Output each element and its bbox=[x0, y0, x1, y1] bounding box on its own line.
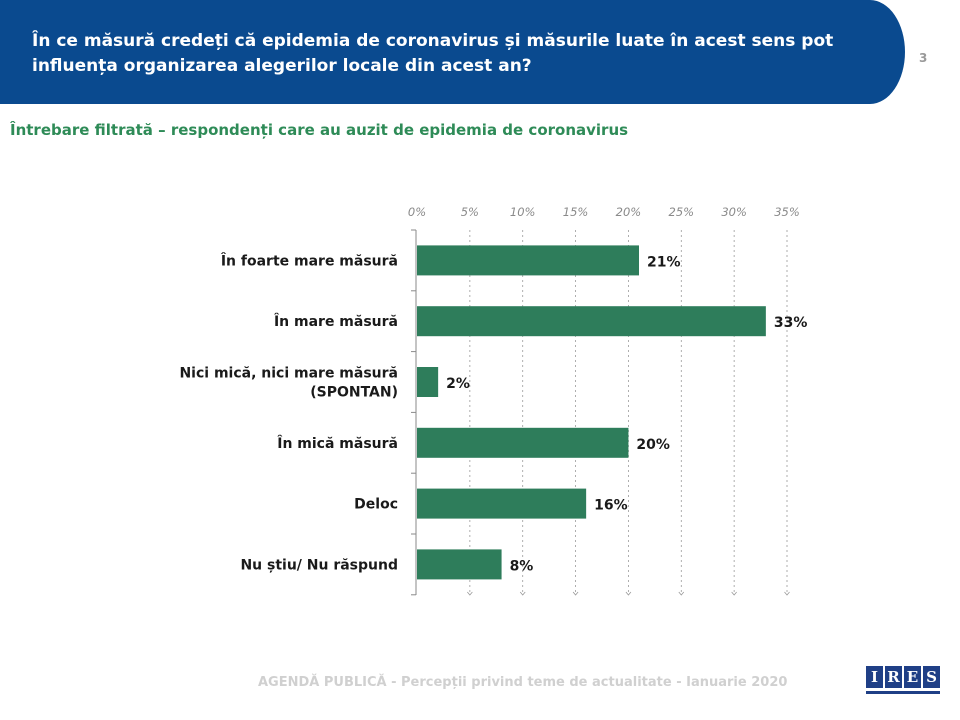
x-tick-label: 30% bbox=[721, 205, 747, 219]
category-label: (SPONTAN) bbox=[310, 385, 398, 401]
category-label: În mică măsură bbox=[277, 435, 398, 452]
logo-letter: E bbox=[904, 666, 921, 688]
gridline-arrow bbox=[678, 591, 685, 596]
chart-subtitle: Întrebare filtrată – respondenți care au… bbox=[10, 121, 629, 139]
category-label: Deloc bbox=[354, 497, 398, 513]
category-label: În mare măsură bbox=[274, 313, 398, 330]
bar bbox=[417, 549, 502, 580]
x-tick-label: 0% bbox=[408, 205, 426, 219]
bar bbox=[417, 245, 639, 276]
bar bbox=[417, 427, 629, 458]
bar bbox=[417, 306, 766, 337]
ires-logo: I R E S bbox=[866, 666, 940, 698]
header-band bbox=[0, 0, 905, 104]
gridline-arrow bbox=[731, 591, 737, 596]
gridline-arrow bbox=[519, 591, 526, 596]
category-label: Nici mică, nici mare măsură bbox=[179, 366, 398, 382]
value-label: 21% bbox=[647, 254, 681, 270]
x-tick-label: 10% bbox=[510, 205, 536, 219]
page-title: În ce măsură credeți că epidemia de coro… bbox=[32, 31, 834, 76]
logo-letter: S bbox=[923, 666, 940, 688]
value-label: 20% bbox=[636, 437, 670, 453]
value-label: 16% bbox=[594, 498, 628, 514]
page-number: 3 bbox=[919, 51, 928, 65]
category-label: Nu știu/ Nu răspund bbox=[240, 557, 398, 573]
footer-text: AGENDĂ PUBLICĂ - Percepții privind teme … bbox=[258, 675, 788, 690]
x-tick-label: 5% bbox=[461, 205, 479, 219]
bar bbox=[417, 367, 439, 397]
bar bbox=[417, 488, 587, 519]
x-tick-label: 20% bbox=[616, 205, 642, 219]
logo-letter: I bbox=[866, 666, 883, 688]
value-label: 8% bbox=[510, 558, 534, 574]
x-tick-label: 25% bbox=[669, 205, 695, 219]
value-label: 2% bbox=[446, 376, 470, 392]
x-tick-label: 15% bbox=[563, 205, 589, 219]
value-label: 33% bbox=[774, 315, 808, 331]
category-label: În foarte mare măsură bbox=[221, 252, 398, 269]
gridline-arrow bbox=[467, 591, 473, 596]
x-tick-label: 35% bbox=[774, 205, 800, 219]
gridline-arrow bbox=[572, 591, 579, 596]
gridline-arrow bbox=[625, 591, 632, 596]
gridline-arrow bbox=[784, 591, 790, 596]
logo-letter: R bbox=[885, 666, 902, 688]
logo-strip bbox=[866, 691, 940, 694]
